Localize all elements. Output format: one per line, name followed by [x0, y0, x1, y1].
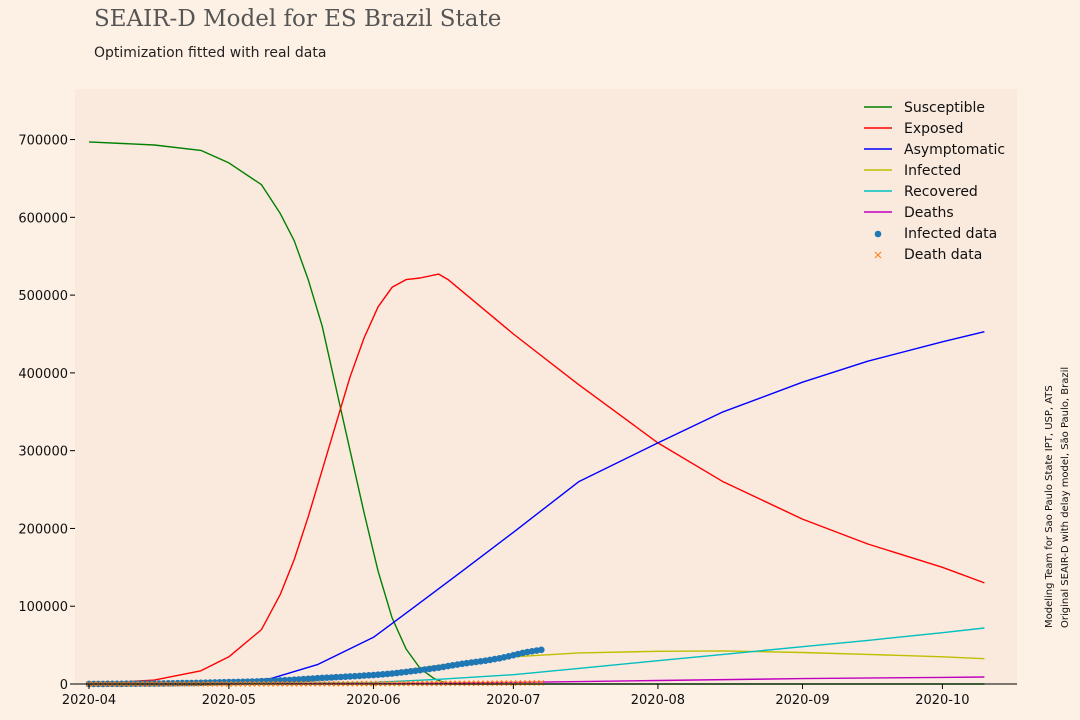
- infected-data-point: [346, 673, 354, 680]
- death-data-point: [491, 680, 498, 687]
- death-data-point: [529, 679, 535, 686]
- x-axis: 2020-04 2020-05 2020-06 2020-07 2020-08 2020-…: [62, 684, 970, 708]
- y-tick-label: 300000: [18, 445, 68, 460]
- infected-data-point: [365, 672, 373, 679]
- death-data-point: [435, 680, 442, 687]
- chart-subtitle: Optimization fitted with real data: [94, 45, 327, 61]
- infected-data-point: [351, 672, 359, 680]
- infected-data-point: [295, 676, 303, 683]
- legend: Susceptible Exposed Asymptomatic Infected Re…: [864, 100, 1005, 263]
- death-data-point: [463, 680, 470, 687]
- death-data-point: [505, 680, 512, 687]
- legend-item-infected: Infected: [864, 163, 961, 179]
- infected-data-point: [174, 679, 181, 687]
- series-line-exposed: [88, 273, 985, 685]
- death-data-point: [487, 680, 493, 687]
- death-data-point: [501, 680, 507, 687]
- legend-label: Infected: [904, 163, 961, 179]
- legend-label: Susceptible: [904, 100, 985, 116]
- credit-line-2: Original SEAIR-D with delay model, São P…: [1060, 367, 1071, 628]
- death-data-point: [445, 680, 452, 687]
- legend-swatch: [874, 251, 882, 259]
- death-data-point: [515, 680, 521, 686]
- death-data-point: [459, 680, 466, 687]
- x-tick-label: 2020-07: [486, 693, 540, 708]
- death-data-point: [533, 679, 540, 686]
- y-axis: 0 100000 200000 300000 400000 500000 600000 700…: [18, 134, 75, 693]
- x-tick-label: 2020-09: [775, 693, 829, 708]
- infected-data-point: [309, 675, 317, 682]
- y-tick-label: 0: [60, 678, 68, 693]
- x-tick-label: 2020-04: [62, 693, 116, 708]
- plot-area: [75, 89, 1017, 684]
- y-tick-label: 200000: [18, 522, 68, 537]
- y-tick-label: 700000: [18, 134, 68, 149]
- death-data-point: [403, 680, 410, 687]
- death-data-point: [482, 680, 489, 687]
- x-tick-label: 2020-10: [915, 693, 969, 708]
- death-data-point: [510, 680, 517, 687]
- infected-data-point: [188, 679, 195, 687]
- death-data-point: [473, 680, 480, 687]
- y-tick-label: 400000: [18, 367, 68, 382]
- credits: Modeling Team for Sao Paulo State IPT, U…: [1044, 367, 1071, 628]
- x-tick-label: 2020-08: [631, 693, 685, 708]
- death-data-point: [426, 680, 433, 687]
- infected-data-point: [239, 678, 247, 686]
- infected-data-point: [192, 679, 200, 687]
- legend-item-infected-data: Infected data: [874, 226, 997, 242]
- y-tick-label: 500000: [18, 289, 68, 304]
- death-data-point: [440, 680, 447, 687]
- infected-data-point: [323, 674, 331, 681]
- infected-data-point: [248, 678, 256, 685]
- death-data-point: [449, 680, 456, 687]
- y-tick-label: 100000: [18, 600, 68, 615]
- legend-item-asymptomatic: Asymptomatic: [864, 142, 1005, 158]
- legend-item-recovered: Recovered: [864, 184, 978, 200]
- infected-data-point: [337, 673, 345, 681]
- legend-swatch: [874, 230, 882, 238]
- series-layer: [85, 141, 985, 688]
- infected-data-point: [183, 679, 191, 687]
- legend-label: Deaths: [904, 205, 954, 221]
- death-data-point: [477, 680, 484, 687]
- death-data-point: [407, 680, 414, 687]
- legend-item-deaths: Deaths: [864, 205, 954, 221]
- legend-label: Recovered: [904, 184, 978, 200]
- credit-line-1: Modeling Team for Sao Paulo State IPT, U…: [1044, 385, 1055, 628]
- chart-title: SEAIR-D Model for ES Brazil State: [94, 6, 502, 32]
- death-data-point: [421, 680, 428, 687]
- death-data-point: [468, 680, 475, 687]
- legend-label: Infected data: [904, 226, 997, 242]
- death-data-point: [454, 680, 461, 687]
- infected-data-point: [360, 672, 368, 679]
- x-tick-label: 2020-06: [346, 693, 400, 708]
- infected-data-point: [179, 679, 186, 687]
- death-data-point: [417, 680, 424, 687]
- legend-item-exposed: Exposed: [864, 121, 963, 137]
- x-tick-label: 2020-05: [202, 693, 256, 708]
- infected-data-point: [332, 673, 340, 681]
- death-data-point: [412, 680, 419, 687]
- death-data-point: [519, 680, 526, 686]
- infected-data-point: [314, 674, 321, 682]
- death-data-point: [538, 679, 545, 686]
- legend-label: Exposed: [904, 121, 963, 137]
- legend-label: Asymptomatic: [904, 142, 1005, 158]
- death-data-point: [496, 680, 503, 687]
- legend-label: Death data: [904, 247, 982, 263]
- legend-item-susceptible: Susceptible: [864, 100, 985, 116]
- infected-data-point: [538, 646, 545, 654]
- legend-item-death-data: Death data: [874, 247, 982, 263]
- infected-data-point: [244, 678, 251, 685]
- death-data-point: [431, 680, 438, 687]
- y-tick-label: 600000: [18, 211, 68, 226]
- infected-data-point: [300, 675, 307, 683]
- death-data-point: [524, 679, 531, 686]
